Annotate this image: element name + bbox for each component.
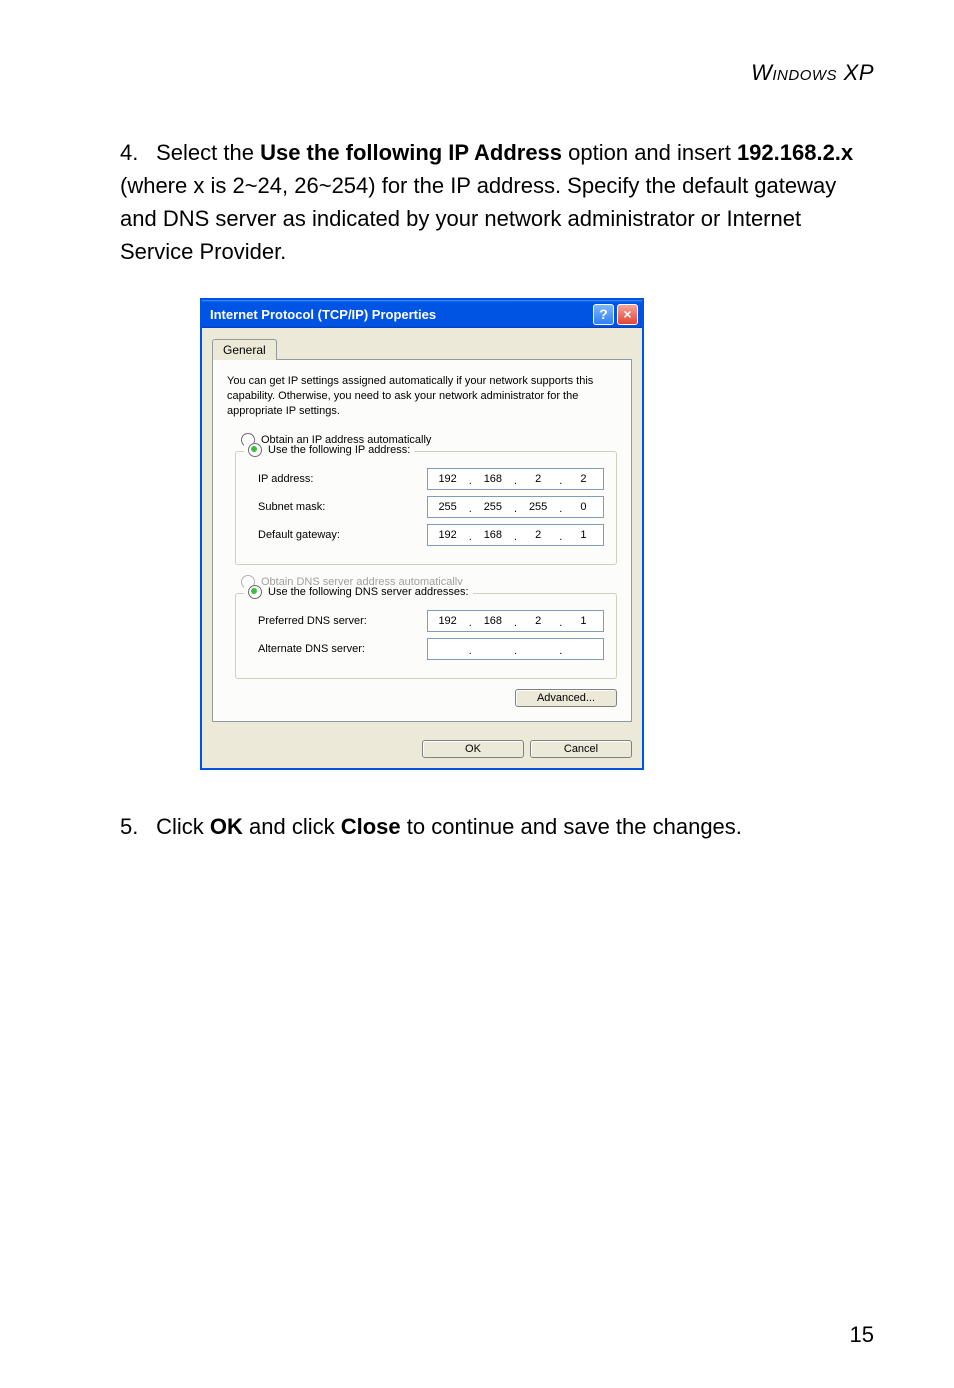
step-5-bold-2: Close <box>341 814 401 839</box>
general-tab[interactable]: General <box>212 339 277 360</box>
dialog-titlebar: Internet Protocol (TCP/IP) Properties ? … <box>202 300 642 328</box>
step-4-text-2: option and insert <box>562 140 737 165</box>
default-gateway-label: Default gateway: <box>248 529 340 541</box>
page-header: Windows XP <box>80 60 874 86</box>
step-4-text-1: Select the <box>156 140 260 165</box>
ip-address-input[interactable]: 192. 168. 2. 2 <box>427 468 604 490</box>
cancel-button[interactable]: Cancel <box>530 740 632 758</box>
step-4-text-3: (where x is 2~24, 26~254) for the IP add… <box>120 173 836 264</box>
help-button[interactable]: ? <box>593 304 614 325</box>
radio-label: Use the following DNS server addresses: <box>268 586 469 598</box>
preferred-dns-input[interactable]: 192. 168. 2. 1 <box>427 610 604 632</box>
alternate-dns-input[interactable]: . . . <box>427 638 604 660</box>
radio-icon <box>248 443 262 457</box>
preferred-dns-label: Preferred DNS server: <box>248 615 367 627</box>
ip-address-label: IP address: <box>248 473 313 485</box>
ip-octet: 0 <box>564 501 603 513</box>
step-5-number: 5. <box>120 810 150 843</box>
dns-group: Use the following DNS server addresses: … <box>235 593 617 679</box>
advanced-button[interactable]: Advanced... <box>515 689 617 707</box>
step-5: 5. Click OK and click Close to continue … <box>120 810 874 843</box>
step-5-text-1: Click <box>156 814 210 839</box>
step-5-text-2: and click <box>243 814 341 839</box>
default-gateway-input[interactable]: 192. 168. 2. 1 <box>427 524 604 546</box>
ip-octet: 255 <box>519 501 558 513</box>
step-4-bold-2: 192.168.2.x <box>737 140 853 165</box>
radio-use-following-dns[interactable]: Use the following DNS server addresses: <box>244 585 473 599</box>
step-4-bold-1: Use the following IP Address <box>260 140 562 165</box>
alternate-dns-label: Alternate DNS server: <box>248 643 365 655</box>
step-4-number: 4. <box>120 136 150 169</box>
page-number: 15 <box>850 1322 874 1348</box>
subnet-mask-input[interactable]: 255. 255. 255. 0 <box>427 496 604 518</box>
ip-octet: 1 <box>564 529 603 541</box>
ip-octet: 192 <box>428 529 467 541</box>
radio-label: Use the following IP address: <box>268 444 410 456</box>
tcpip-properties-dialog: Internet Protocol (TCP/IP) Properties ? … <box>200 298 644 770</box>
step-5-bold-1: OK <box>210 814 243 839</box>
ip-octet: 168 <box>473 615 512 627</box>
ip-octet: 192 <box>428 473 467 485</box>
dialog-title: Internet Protocol (TCP/IP) Properties <box>210 307 436 322</box>
dialog-description: You can get IP settings assigned automat… <box>227 374 617 419</box>
step-5-text-3: to continue and save the changes. <box>401 814 742 839</box>
ip-octet: 2 <box>519 473 558 485</box>
ip-octet: 168 <box>473 529 512 541</box>
subnet-mask-label: Subnet mask: <box>248 501 325 513</box>
radio-icon <box>248 585 262 599</box>
general-tabpanel: You can get IP settings assigned automat… <box>212 359 632 722</box>
step-4: 4. Select the Use the following IP Addre… <box>120 136 874 268</box>
ok-button[interactable]: OK <box>422 740 524 758</box>
ip-octet: 1 <box>564 615 603 627</box>
radio-use-following-ip[interactable]: Use the following IP address: <box>244 443 414 457</box>
ip-octet: 2 <box>519 615 558 627</box>
ip-octet: 255 <box>428 501 467 513</box>
ip-octet: 192 <box>428 615 467 627</box>
ip-octet: 2 <box>519 529 558 541</box>
ip-octet: 255 <box>473 501 512 513</box>
ip-octet: 168 <box>473 473 512 485</box>
ip-octet: 2 <box>564 473 603 485</box>
ip-address-group: Use the following IP address: IP address… <box>235 451 617 565</box>
close-button[interactable]: × <box>617 304 638 325</box>
